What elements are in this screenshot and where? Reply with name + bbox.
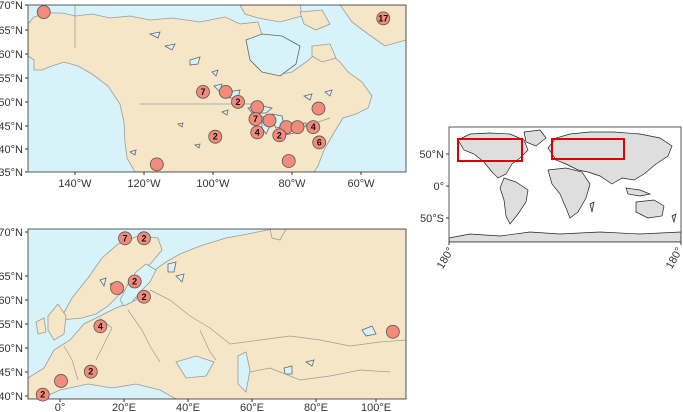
na-y-tick: 45°N xyxy=(0,121,23,133)
site-count-label: 2 xyxy=(88,367,93,377)
north-america-region-box xyxy=(457,138,523,162)
eu-x-tick: 40°E xyxy=(176,402,200,412)
site-marker xyxy=(218,84,233,99)
eu-y-tick: 55°N xyxy=(0,319,23,331)
site-count-label: 4 xyxy=(311,122,316,132)
eu-x-tick: 20°E xyxy=(112,402,136,412)
na-x-axis: 140°W 120°W 100°W 80°W 60°W xyxy=(58,172,375,190)
site-marker xyxy=(127,274,142,289)
site-marker xyxy=(208,129,223,144)
site-count-label: 6 xyxy=(317,137,322,147)
site-marker xyxy=(118,231,132,246)
eu-x-tick: 100°E xyxy=(361,402,391,412)
site-marker xyxy=(231,94,245,109)
site-count-label: 4 xyxy=(98,321,103,331)
site-marker xyxy=(54,374,68,388)
na-x-tick: 60°W xyxy=(347,178,375,190)
world-y-tick: 50°S xyxy=(420,213,444,225)
na-y-tick: 55°N xyxy=(0,73,23,85)
world-frame xyxy=(448,126,682,243)
eu-x-tick: 60°E xyxy=(240,402,264,412)
world-y-axis: 50°N 0° 50°S xyxy=(419,149,449,225)
site-marker xyxy=(306,120,321,135)
world-y-tick: 0° xyxy=(433,181,444,193)
eu-y-tick: 60°N xyxy=(0,295,23,307)
eu-y-tick: 45°N xyxy=(0,367,23,379)
site-marker xyxy=(311,101,326,116)
site-count-label: 4 xyxy=(255,127,260,137)
na-x-tick: 100°W xyxy=(196,178,230,190)
site-count-label: 2 xyxy=(141,292,146,302)
world-x-tick: 180° xyxy=(664,246,683,272)
world-x-axis: 180° 180° xyxy=(435,242,683,271)
eu-x-tick: 0° xyxy=(55,402,66,412)
world-y-tick: 50°N xyxy=(419,149,444,161)
site-marker xyxy=(137,231,151,246)
na-frame xyxy=(27,4,407,173)
north-america-map: 17 7 2 7 4 4 2 2 6 140°W 120°W 100°W 80°W 60°W 3… xyxy=(0,0,407,190)
site-count-label: 7 xyxy=(253,114,258,124)
world-x-tick: 180° xyxy=(435,246,457,272)
eu-y-axis: 40°N 45°N 50°N 55°N 60°N 65°N 70°N xyxy=(0,227,28,403)
site-marker xyxy=(250,100,265,115)
na-markers: 17 7 2 7 4 4 2 2 6 xyxy=(36,5,391,172)
site-marker xyxy=(272,128,287,143)
site-marker xyxy=(110,281,124,295)
site-marker xyxy=(250,125,265,140)
na-x-tick: 140°W xyxy=(58,178,92,190)
eu-y-tick: 70°N xyxy=(0,227,23,239)
na-y-tick: 65°N xyxy=(0,25,23,37)
na-y-axis: 35°N 40°N 45°N 50°N 55°N 60°N 65°N 70°N xyxy=(0,0,28,179)
site-count-label: 2 xyxy=(132,276,137,286)
eu-y-tick: 40°N xyxy=(0,391,23,403)
site-marker xyxy=(281,154,296,168)
eu-x-tick: 80°E xyxy=(304,402,328,412)
site-marker xyxy=(83,364,98,379)
na-y-tick: 40°N xyxy=(0,144,23,156)
eu-x-axis: 0° 20°E 40°E 60°E 80°E 100°E xyxy=(55,399,391,412)
site-marker xyxy=(262,113,277,128)
site-marker xyxy=(36,5,51,20)
site-marker xyxy=(248,112,263,126)
eu-frame xyxy=(27,228,407,400)
na-x-tick: 80°W xyxy=(278,178,306,190)
site-marker xyxy=(312,135,327,150)
site-count-label: 2 xyxy=(213,132,218,142)
site-marker xyxy=(149,157,164,172)
site-marker xyxy=(290,120,305,135)
na-x-tick: 120°W xyxy=(127,178,161,190)
eu-y-tick: 65°N xyxy=(0,271,23,283)
na-y-tick: 60°N xyxy=(0,49,23,61)
na-y-tick: 70°N xyxy=(0,0,23,12)
site-marker xyxy=(196,84,210,99)
site-count-label: 17 xyxy=(378,13,388,23)
site-count-label: 2 xyxy=(40,390,45,400)
site-marker xyxy=(137,289,151,304)
na-y-tick: 35°N xyxy=(0,167,23,179)
site-count-label: 7 xyxy=(200,87,205,97)
site-marker xyxy=(376,11,391,26)
na-y-tick: 50°N xyxy=(0,97,23,109)
site-marker xyxy=(35,387,50,402)
eurasia-region-box xyxy=(551,138,625,160)
eu-y-tick: 50°N xyxy=(0,343,23,355)
site-marker xyxy=(385,324,400,339)
world-inset-map: 50°N 0° 50°S 180° 180° xyxy=(419,126,683,271)
site-count-label: 2 xyxy=(141,233,146,243)
site-count-label: 7 xyxy=(123,233,128,243)
world-land xyxy=(449,129,681,242)
site-count-label: 2 xyxy=(277,130,282,140)
site-marker xyxy=(93,319,108,334)
eu-land xyxy=(28,229,406,399)
site-count-label: 2 xyxy=(235,97,240,107)
